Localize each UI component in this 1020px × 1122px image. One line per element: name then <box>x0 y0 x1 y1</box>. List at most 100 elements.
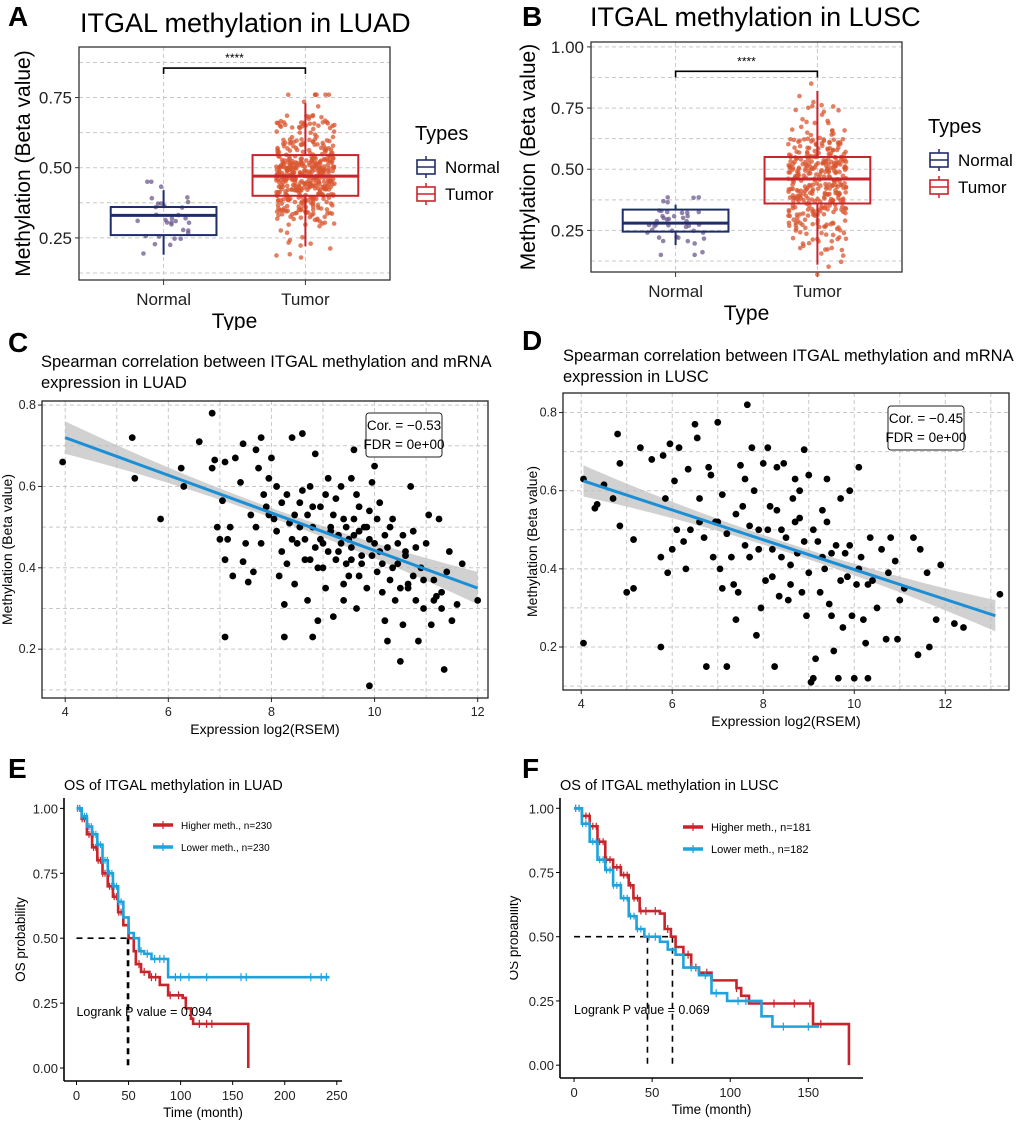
x-tick-label: 4 <box>578 697 585 711</box>
data-point <box>355 572 363 580</box>
data-point <box>810 221 816 227</box>
data-point <box>301 181 307 186</box>
data-point <box>809 197 815 202</box>
y-tick-label: 0.4 <box>540 562 557 576</box>
y-tick-label: 0.25 <box>529 994 554 1009</box>
data-point <box>412 596 420 604</box>
data-point <box>284 203 290 209</box>
data-point <box>825 247 830 252</box>
significance-label: **** <box>737 54 756 68</box>
data-point <box>665 199 670 205</box>
data-point <box>239 558 247 566</box>
data-point <box>309 633 317 641</box>
y-tick-label: 0.50 <box>39 159 72 178</box>
data-point <box>840 253 846 258</box>
data-point <box>805 569 813 577</box>
data-point <box>312 186 318 191</box>
data-point <box>213 523 221 531</box>
data-point <box>298 160 304 166</box>
data-point <box>827 139 832 145</box>
data-point <box>806 145 812 151</box>
data-point <box>347 556 355 564</box>
data-point <box>656 235 662 240</box>
data-point <box>841 230 847 236</box>
data-point <box>384 637 391 645</box>
data-point <box>795 215 800 220</box>
data-point <box>275 145 280 151</box>
data-point <box>287 251 293 257</box>
data-point <box>288 139 294 145</box>
data-point <box>358 560 366 568</box>
data-point <box>288 165 293 171</box>
data-point <box>636 444 644 452</box>
data-point <box>801 137 807 142</box>
data-point <box>366 535 373 543</box>
panel-letter: E <box>8 753 27 784</box>
data-point <box>430 576 438 584</box>
data-point <box>277 180 282 185</box>
data-point <box>353 491 360 498</box>
legend-title: Types <box>415 123 468 145</box>
data-point <box>803 193 809 199</box>
data-point <box>819 506 826 514</box>
data-point <box>277 123 283 128</box>
data-point <box>791 198 796 204</box>
data-point <box>249 568 257 576</box>
data-point <box>829 128 835 133</box>
data-point <box>304 596 311 604</box>
data-point <box>829 245 835 251</box>
x-tick-label: 8 <box>760 697 767 711</box>
data-point <box>328 147 334 153</box>
data-point <box>580 639 587 647</box>
data-point <box>630 584 637 592</box>
legend-key-normal <box>929 149 949 171</box>
data-point <box>833 206 838 212</box>
data-point <box>303 158 309 163</box>
data-point <box>211 456 219 464</box>
data-point <box>317 535 324 543</box>
data-point <box>330 143 336 149</box>
panel-letter: C <box>8 330 28 358</box>
data-point <box>325 158 331 164</box>
data-point <box>185 195 190 200</box>
data-point <box>337 483 345 490</box>
data-point <box>414 637 422 645</box>
legend-label: Higher meth., n=230 <box>181 821 272 832</box>
data-point <box>330 164 336 169</box>
data-point <box>298 215 304 220</box>
panel-letter: F <box>522 753 539 784</box>
data-point <box>840 137 846 142</box>
data-point <box>950 620 958 627</box>
data-point <box>287 148 293 153</box>
data-point <box>821 211 827 217</box>
legend-key-tumor <box>929 176 949 198</box>
data-point <box>317 181 322 187</box>
data-point <box>866 534 874 541</box>
data-point <box>831 137 837 143</box>
data-point <box>891 557 899 565</box>
data-point <box>342 560 350 568</box>
data-point <box>317 223 322 229</box>
data-point <box>727 553 735 561</box>
data-point <box>321 184 327 189</box>
data-point <box>274 209 280 214</box>
data-point <box>340 596 348 604</box>
data-point <box>855 463 863 471</box>
data-point <box>298 243 303 248</box>
data-point <box>869 577 876 584</box>
data-point <box>864 674 872 682</box>
y-tick-label: 0.6 <box>19 479 36 493</box>
data-point <box>762 577 769 584</box>
y-tick-label: 0.25 <box>551 221 584 240</box>
data-point <box>308 241 313 246</box>
data-point <box>809 526 817 534</box>
data-point <box>427 621 435 629</box>
data-point <box>787 213 793 219</box>
data-point <box>702 663 710 670</box>
data-point <box>389 564 397 572</box>
data-point <box>158 201 164 206</box>
data-point <box>884 569 892 577</box>
data-point <box>331 155 336 161</box>
data-point <box>195 438 203 446</box>
data-point <box>804 119 809 125</box>
